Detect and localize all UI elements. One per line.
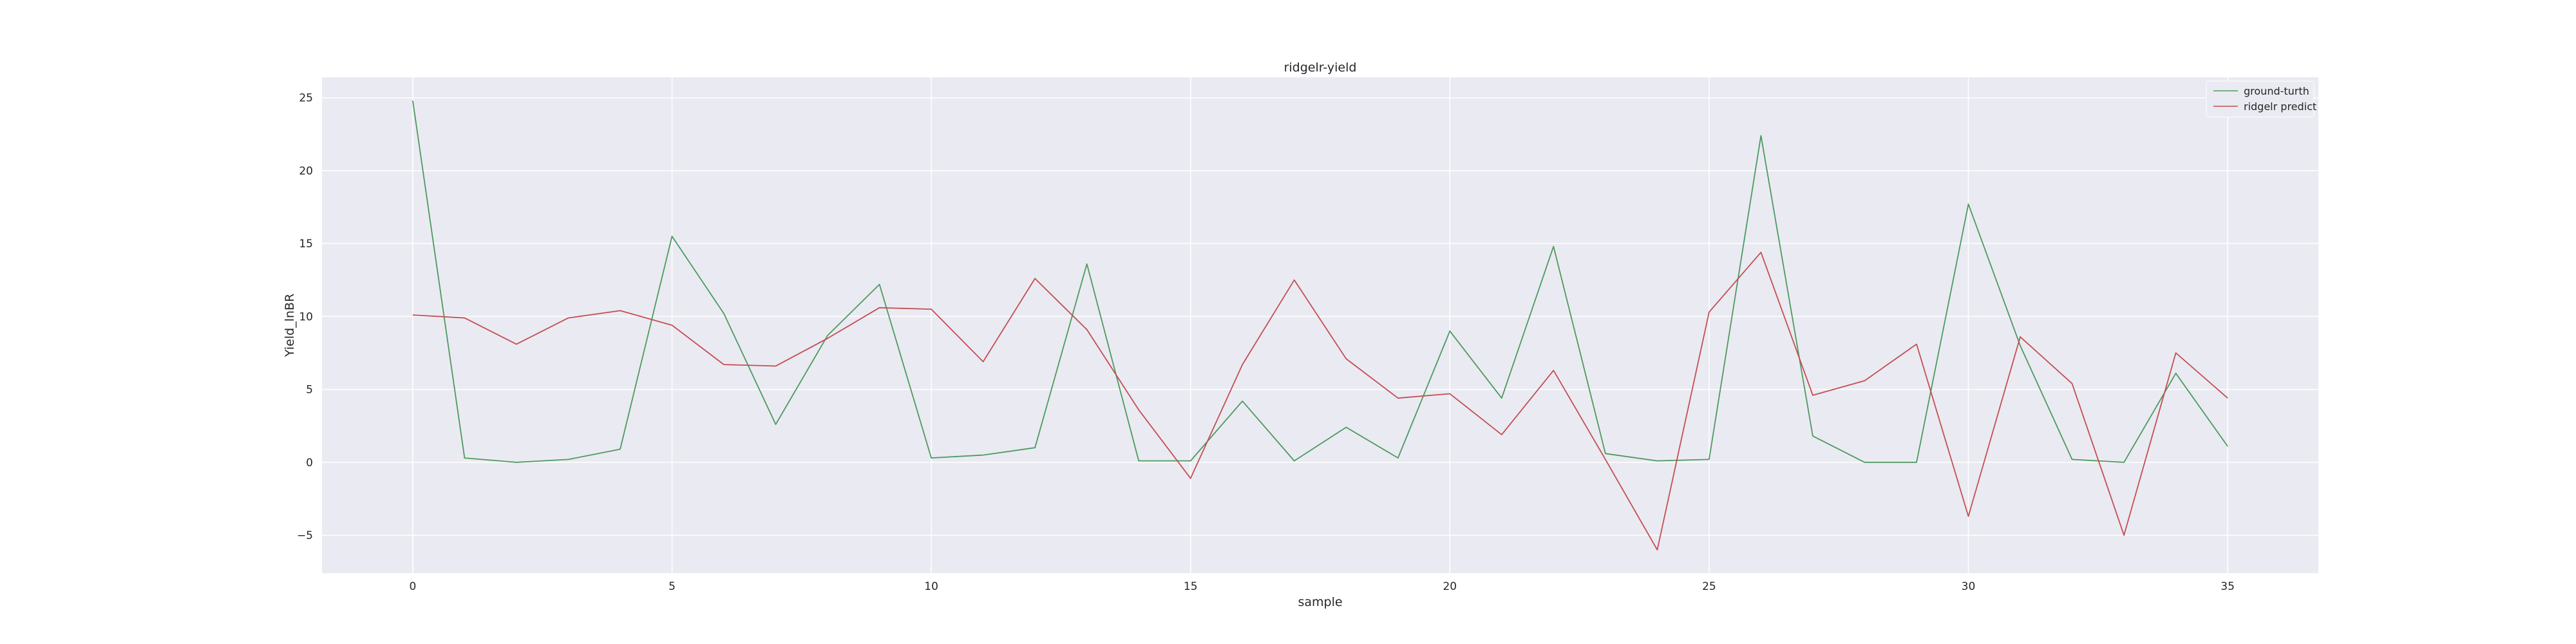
chart-title: ridgelr-yield <box>1284 61 1357 75</box>
y-tick-label: 0 <box>306 457 313 469</box>
x-tick-label: 10 <box>924 580 938 593</box>
y-tick-label: 25 <box>299 92 313 105</box>
y-tick-label: 20 <box>299 165 313 178</box>
y-tick-label: 15 <box>299 238 313 251</box>
x-tick-label: 20 <box>1443 580 1457 593</box>
legend-label-ridgelr-predict: ridgelr predict <box>2244 100 2316 113</box>
plot-area <box>322 77 2318 573</box>
series-layer <box>412 100 2228 551</box>
grid-lines <box>322 77 2318 573</box>
y-tick-label: 5 <box>306 384 313 397</box>
x-axis-ticks: 0 5 10 15 20 25 30 35 <box>409 580 2234 593</box>
y-axis-ticks: −5 0 5 10 15 20 25 <box>297 92 313 542</box>
y-axis-label: Yield_lnBR <box>283 294 297 357</box>
x-tick-label: 5 <box>668 580 676 593</box>
x-tick-label: 35 <box>2221 580 2235 593</box>
x-axis-label: sample <box>1298 595 1342 609</box>
legend-label-ground-turth: ground-turth <box>2244 85 2309 97</box>
legend-box <box>2206 80 2315 118</box>
y-tick-label: 10 <box>299 310 313 323</box>
x-tick-label: 25 <box>1702 580 1716 593</box>
legend: ground-turth ridgelr predict <box>2206 80 2316 118</box>
series-line-ridgelr-predict <box>412 251 2228 551</box>
x-tick-label: 30 <box>1962 580 1976 593</box>
y-tick-label: −5 <box>297 529 313 542</box>
x-tick-label: 15 <box>1184 580 1198 593</box>
x-tick-label: 0 <box>409 580 416 593</box>
series-line-ground-turth <box>412 100 2228 463</box>
